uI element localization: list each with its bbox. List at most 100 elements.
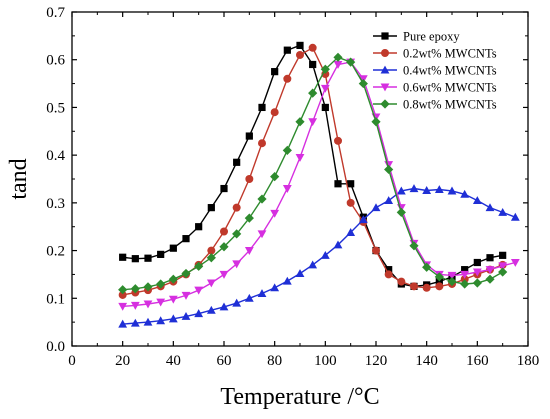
data-point [308, 260, 318, 269]
data-point [461, 266, 469, 274]
data-point [257, 289, 267, 298]
data-point [422, 283, 431, 292]
data-point [320, 250, 330, 259]
legend-label: Pure epoxy [403, 30, 460, 44]
data-point [485, 266, 495, 275]
data-point [181, 268, 191, 279]
data-point [385, 266, 393, 274]
data-point [396, 186, 406, 195]
legend-marker [381, 32, 389, 40]
legend-label: 0.6wt% MWCNTs [403, 81, 497, 95]
data-point [156, 298, 166, 307]
data-point [258, 139, 266, 148]
data-point [118, 290, 127, 299]
data-point [270, 108, 279, 117]
data-point [334, 180, 342, 188]
data-point [396, 207, 406, 217]
legend-marker [380, 65, 390, 74]
data-point [498, 267, 508, 277]
data-point [460, 189, 470, 198]
y-tick-label: 0.7 [46, 5, 65, 21]
legend-item-3: 0.4wt% MWCNTs [373, 64, 497, 78]
data-point [206, 279, 216, 288]
data-point [447, 271, 457, 280]
data-point [372, 246, 380, 255]
data-point [409, 184, 419, 193]
data-point [206, 253, 216, 263]
data-point [320, 64, 330, 74]
data-point [485, 274, 495, 284]
data-point [347, 180, 355, 188]
data-point [232, 260, 242, 269]
data-point [244, 213, 254, 223]
data-point [447, 276, 457, 287]
series-line [122, 187, 516, 325]
data-point [156, 316, 166, 325]
x-tick-label: 140 [415, 353, 438, 369]
data-point [257, 230, 267, 239]
data-point [131, 255, 139, 263]
data-point [207, 204, 215, 212]
data-point [510, 212, 520, 221]
data-point [397, 277, 406, 286]
data-point [346, 57, 356, 67]
data-point [168, 295, 178, 304]
data-point [232, 298, 242, 307]
legend-marker [380, 99, 390, 109]
data-point [168, 274, 178, 284]
data-point [257, 194, 267, 204]
data-point [333, 240, 343, 249]
data-point [409, 241, 419, 251]
data-point [447, 186, 457, 195]
data-point [118, 319, 128, 328]
y-tick-label: 0.5 [46, 100, 65, 116]
data-point [157, 250, 165, 258]
data-point [333, 60, 343, 69]
data-point [220, 184, 228, 193]
x-tick-label: 80 [267, 353, 282, 369]
data-point [384, 196, 394, 204]
data-point [472, 196, 482, 204]
data-point [282, 185, 292, 193]
legend-item-4: 0.6wt% MWCNTs [373, 81, 497, 95]
data-point [270, 172, 280, 182]
legend-label: 0.2wt% MWCNTs [403, 47, 497, 61]
y-tick-label: 0.3 [46, 196, 65, 212]
series-5 [118, 52, 508, 295]
data-point [144, 254, 152, 262]
x-tick-label: 60 [217, 353, 232, 369]
series-1 [119, 41, 507, 290]
data-point [244, 293, 254, 302]
data-point [346, 198, 355, 207]
data-point [320, 84, 330, 93]
data-point [460, 275, 469, 284]
data-point [384, 270, 393, 279]
data-point [435, 282, 444, 291]
data-point [321, 103, 329, 112]
data-point [333, 52, 343, 62]
y-tick-label: 0.4 [46, 148, 65, 164]
data-point [271, 68, 279, 76]
data-point [308, 88, 318, 98]
data-point [358, 78, 368, 89]
data-point [346, 228, 356, 236]
data-point [143, 300, 153, 309]
x-tick-label: 120 [365, 353, 388, 369]
legend-item-5: 0.8wt% MWCNTs [373, 98, 497, 112]
data-point [130, 318, 140, 327]
data-point [194, 261, 204, 271]
data-point [130, 301, 140, 310]
data-point [143, 282, 153, 292]
data-point [460, 279, 470, 289]
x-axis-title: Temperature /°C [220, 384, 379, 410]
data-point [384, 164, 394, 175]
data-point [258, 103, 266, 112]
data-point [435, 277, 443, 286]
data-point [130, 284, 140, 294]
data-point [119, 253, 127, 261]
data-point [371, 203, 381, 212]
data-point [143, 317, 153, 326]
legend-item-1: Pure epoxy [373, 30, 460, 44]
data-point [473, 258, 481, 267]
